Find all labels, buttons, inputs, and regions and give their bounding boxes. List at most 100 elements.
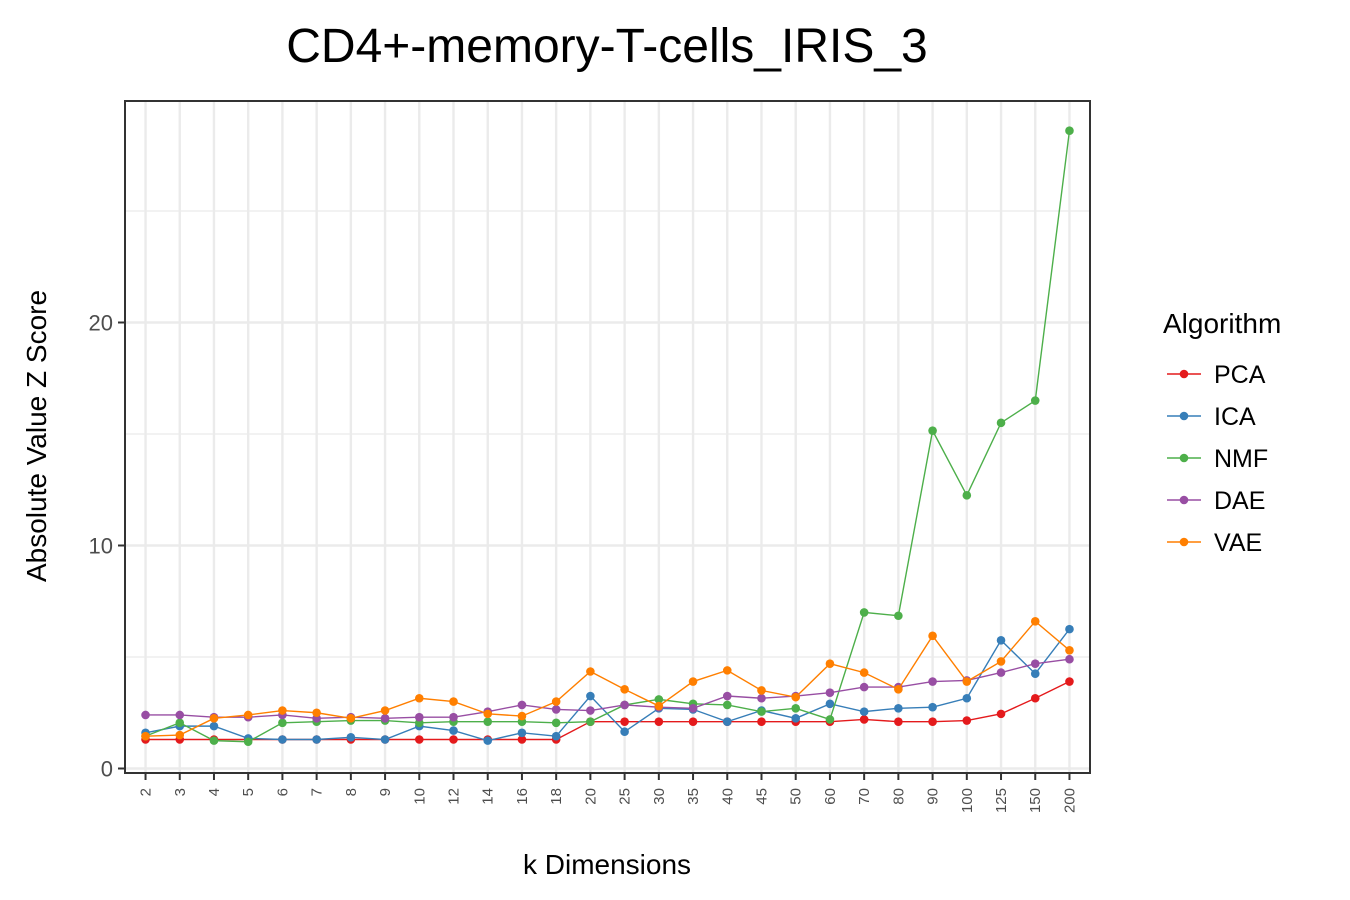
chart-title: CD4+-memory-T-cells_IRIS_3 [286, 20, 927, 73]
data-point-nmf [825, 715, 835, 724]
x-tick-label: 10 [411, 788, 428, 805]
series-nmf [141, 126, 1074, 747]
legend-point-dae [1179, 495, 1189, 505]
data-point-ica [722, 717, 732, 726]
x-tick-label: 4 [206, 788, 223, 796]
data-point-pca [517, 735, 527, 744]
x-tick-label: 45 [753, 788, 770, 805]
x-tick-label: 30 [651, 788, 668, 805]
legend-point-ica [1179, 411, 1189, 421]
panel-border [124, 100, 1091, 774]
legend-title: Algorithm [1163, 308, 1281, 339]
legend-item-pca: PCA [1167, 361, 1266, 389]
grid [125, 101, 1090, 773]
data-point-dae [517, 700, 527, 710]
data-point-ica [1030, 669, 1040, 679]
data-point-ica [620, 727, 629, 737]
data-point-ica [278, 735, 287, 744]
x-tick-label: 80 [890, 788, 907, 805]
legend-item-dae: DAE [1167, 487, 1265, 515]
data-point-dae [825, 688, 835, 697]
data-point-vae [483, 709, 493, 719]
data-point-dae [1030, 659, 1040, 668]
data-point-dae [688, 703, 698, 713]
data-point-ica [962, 693, 972, 703]
data-point-pca [894, 717, 903, 726]
data-point-nmf [996, 418, 1006, 428]
x-tick-label: 9 [377, 788, 394, 796]
data-point-vae [346, 714, 356, 723]
data-point-vae [928, 631, 937, 641]
y-tick-label: 10 [89, 534, 113, 559]
x-tick-label: 8 [343, 788, 360, 796]
data-point-nmf [894, 611, 903, 621]
x-tick-label: 12 [446, 788, 463, 805]
data-point-ica [449, 726, 458, 735]
x-tick-label: 70 [856, 788, 873, 805]
data-point-ica [996, 635, 1006, 645]
legend-item-vae: VAE [1167, 529, 1262, 557]
data-point-ica [551, 731, 561, 741]
data-point-nmf [586, 717, 595, 726]
data-point-pca [688, 717, 698, 726]
data-point-vae [859, 668, 869, 677]
data-point-pca [620, 717, 629, 726]
legend-point-vae [1179, 537, 1189, 547]
legend-item-nmf: NMF [1167, 445, 1268, 473]
data-point-pca [1030, 693, 1040, 703]
data-point-nmf [654, 695, 664, 704]
legend-label-dae: DAE [1214, 487, 1265, 515]
data-point-vae [757, 686, 766, 695]
data-point-nmf [551, 718, 561, 728]
x-tick-label: 40 [719, 788, 736, 805]
data-point-ica [1065, 624, 1074, 634]
data-point-dae [859, 682, 869, 692]
data-point-pca [654, 717, 664, 726]
y-axis: 0 10 20 [89, 311, 125, 782]
legend-item-ica: ICA [1167, 403, 1256, 431]
data-point-ica [791, 714, 801, 723]
data-point-nmf [175, 718, 185, 728]
data-point-pca [1065, 677, 1074, 686]
data-point-vae [654, 701, 664, 711]
legend-point-nmf [1179, 453, 1189, 463]
data-point-pca [414, 735, 424, 744]
data-point-vae [209, 714, 219, 723]
x-tick-label: 7 [309, 788, 326, 796]
data-point-ica [928, 702, 937, 712]
y-tick-label: 0 [101, 757, 113, 782]
data-point-nmf [209, 736, 219, 745]
data-point-pca [928, 717, 937, 726]
plot-panel [124, 100, 1091, 774]
data-point-dae [620, 700, 629, 710]
data-point-vae [825, 659, 835, 668]
data-point-dae [175, 710, 185, 720]
x-tick-label: 20 [582, 788, 599, 805]
x-axis-title: k Dimensions [523, 849, 691, 880]
data-point-dae [996, 668, 1006, 677]
x-tick-label: 35 [685, 788, 702, 805]
data-point-nmf [928, 426, 937, 435]
data-point-nmf [722, 700, 732, 710]
data-point-dae [380, 714, 390, 723]
data-point-ica [209, 721, 219, 731]
data-point-vae [175, 730, 185, 740]
data-point-dae [414, 712, 424, 722]
data-point-pca [859, 715, 869, 724]
data-point-dae [757, 693, 766, 703]
data-point-ica [859, 707, 869, 716]
series-layer [141, 126, 1074, 747]
series-vae [141, 617, 1074, 741]
legend-label-nmf: NMF [1214, 445, 1268, 473]
data-point-nmf [278, 718, 287, 728]
data-point-vae [620, 685, 629, 694]
data-point-vae [551, 697, 561, 706]
data-point-vae [722, 666, 732, 675]
data-point-vae [1065, 646, 1074, 655]
data-point-vae [312, 708, 321, 718]
data-point-nmf [859, 608, 869, 617]
data-point-vae [1030, 617, 1040, 626]
data-point-vae [688, 677, 698, 686]
data-point-dae [722, 691, 732, 701]
data-point-ica [312, 735, 321, 744]
